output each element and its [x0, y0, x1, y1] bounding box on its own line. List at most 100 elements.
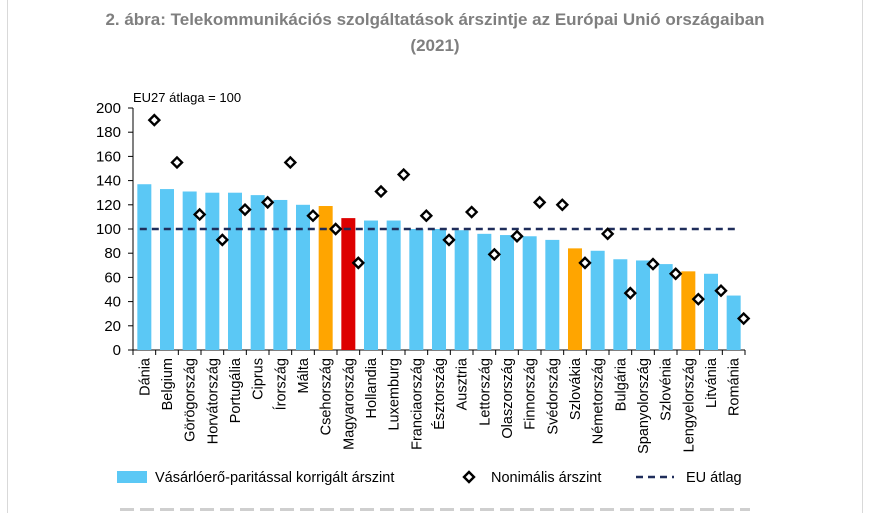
x-tick-label: Ausztria	[455, 357, 471, 410]
bar-4	[228, 192, 242, 350]
bar-10	[364, 220, 378, 350]
bar-21	[613, 259, 628, 350]
marker-8	[328, 222, 343, 236]
marker-20	[600, 227, 615, 241]
eu27-annotation: EU27 átlaga = 100	[133, 90, 241, 105]
marker-18	[555, 198, 570, 212]
bar-22	[636, 260, 650, 350]
marker-22	[646, 257, 660, 271]
bar-1	[160, 189, 174, 350]
bar-17	[522, 236, 537, 350]
y-tick-label: 140	[96, 173, 121, 190]
y-tick-label: 40	[104, 294, 121, 311]
x-tick-label: Finnország	[523, 358, 539, 430]
bar-25	[704, 273, 718, 350]
legend-marker-label: Nonimális árszint	[491, 470, 601, 486]
bar-19	[568, 248, 582, 350]
x-tick-label: Lettország	[477, 358, 493, 426]
y-tick-label: 200	[96, 100, 121, 117]
legend-marker-swatch	[462, 470, 476, 484]
legend-line-label: EU átlag	[686, 470, 742, 486]
legend-bar-label: Vásárlóerő-paritással korrigált árszint	[155, 470, 394, 486]
bar-8	[318, 206, 333, 350]
nominal-markers	[147, 113, 751, 326]
x-tick-label: Svédország	[545, 358, 561, 435]
y-tick-label: 60	[104, 269, 121, 286]
x-tick-label: Olaszország	[500, 358, 516, 439]
legend-bar-swatch	[117, 471, 147, 483]
bar-2	[182, 191, 197, 350]
x-tick-label: Dánia	[137, 357, 153, 396]
x-tick-label: Ciprus	[251, 358, 267, 400]
y-tick-label: 0	[113, 342, 121, 359]
marker-1	[170, 155, 184, 170]
x-tick-label: Görögország	[183, 358, 199, 442]
marker-2	[192, 207, 207, 222]
bar-0	[137, 184, 152, 350]
marker-7	[306, 208, 320, 223]
bar-24	[681, 271, 696, 350]
marker-26	[736, 311, 751, 326]
marker-11	[396, 167, 411, 182]
x-tick-label: Szlovákia	[568, 357, 584, 420]
marker-25	[714, 284, 728, 298]
marker-4	[238, 202, 252, 217]
x-tick-label: Horvátország	[205, 358, 221, 444]
marker-3	[215, 233, 230, 247]
marker-16	[510, 229, 524, 243]
x-tick-label: Csehország	[319, 358, 335, 435]
marker-24	[691, 292, 706, 306]
x-tick-label: Németország	[591, 358, 607, 444]
x-tick-label: Románia	[727, 357, 743, 416]
marker-10	[374, 184, 388, 199]
bar-23	[658, 264, 673, 350]
bottom-text-fragment	[120, 508, 750, 511]
x-tick-label: Szlovénia	[659, 357, 675, 421]
bar-5	[250, 195, 265, 350]
marker-21	[623, 286, 638, 300]
x-tick-label: Litvánia	[704, 357, 720, 408]
bar-13	[432, 229, 446, 350]
legend: Vásárlóerő-paritással korrigált árszint N…	[117, 470, 742, 486]
bar-16	[500, 235, 514, 350]
bar-11	[386, 220, 401, 350]
x-tick-label: Bulgária	[613, 357, 629, 411]
bar-3	[205, 192, 220, 350]
x-tick-label: Spanyolország	[636, 358, 652, 454]
marker-5	[260, 195, 275, 210]
bars	[137, 184, 741, 350]
bar-6	[273, 199, 288, 350]
x-tick-label: Franciaország	[409, 358, 425, 450]
bar-26	[726, 295, 741, 350]
bar-20	[590, 250, 605, 350]
chart-subtitle: (2021)	[410, 36, 460, 55]
marker-13	[442, 233, 456, 247]
x-tick-label: Belgium	[160, 358, 176, 410]
bar-7	[296, 204, 310, 350]
y-tick-label: 100	[96, 221, 121, 238]
marker-0	[147, 113, 162, 127]
y-tick-label: 120	[96, 197, 121, 214]
x-tick-label: Hollandia	[364, 357, 380, 418]
x-tick-label: Portugália	[228, 357, 244, 423]
left-frame-line	[7, 0, 8, 513]
x-tick-label: Észtország	[431, 358, 448, 430]
x-tick-label: Magyarország	[341, 358, 357, 450]
marker-9	[351, 256, 366, 270]
y-tick-label: 160	[96, 148, 121, 165]
marker-17	[532, 195, 547, 210]
y-tick-label: 180	[96, 124, 121, 141]
y-tick-label: 80	[104, 245, 121, 262]
marker-23	[668, 267, 683, 281]
x-axis-labels: Dánia Belgium Görögország Horvátország Portu…	[137, 357, 742, 454]
y-tick-label: 20	[104, 318, 121, 335]
x-tick-label: Lengyelország	[681, 358, 697, 452]
x-tick-label: Luxemburg	[387, 358, 403, 431]
right-frame-line	[862, 0, 863, 513]
marker-15	[487, 247, 502, 262]
x-tick-label: Írország	[272, 358, 289, 410]
marker-6	[283, 155, 298, 170]
marker-19	[578, 256, 592, 270]
x-tick-label: Málta	[296, 357, 312, 393]
